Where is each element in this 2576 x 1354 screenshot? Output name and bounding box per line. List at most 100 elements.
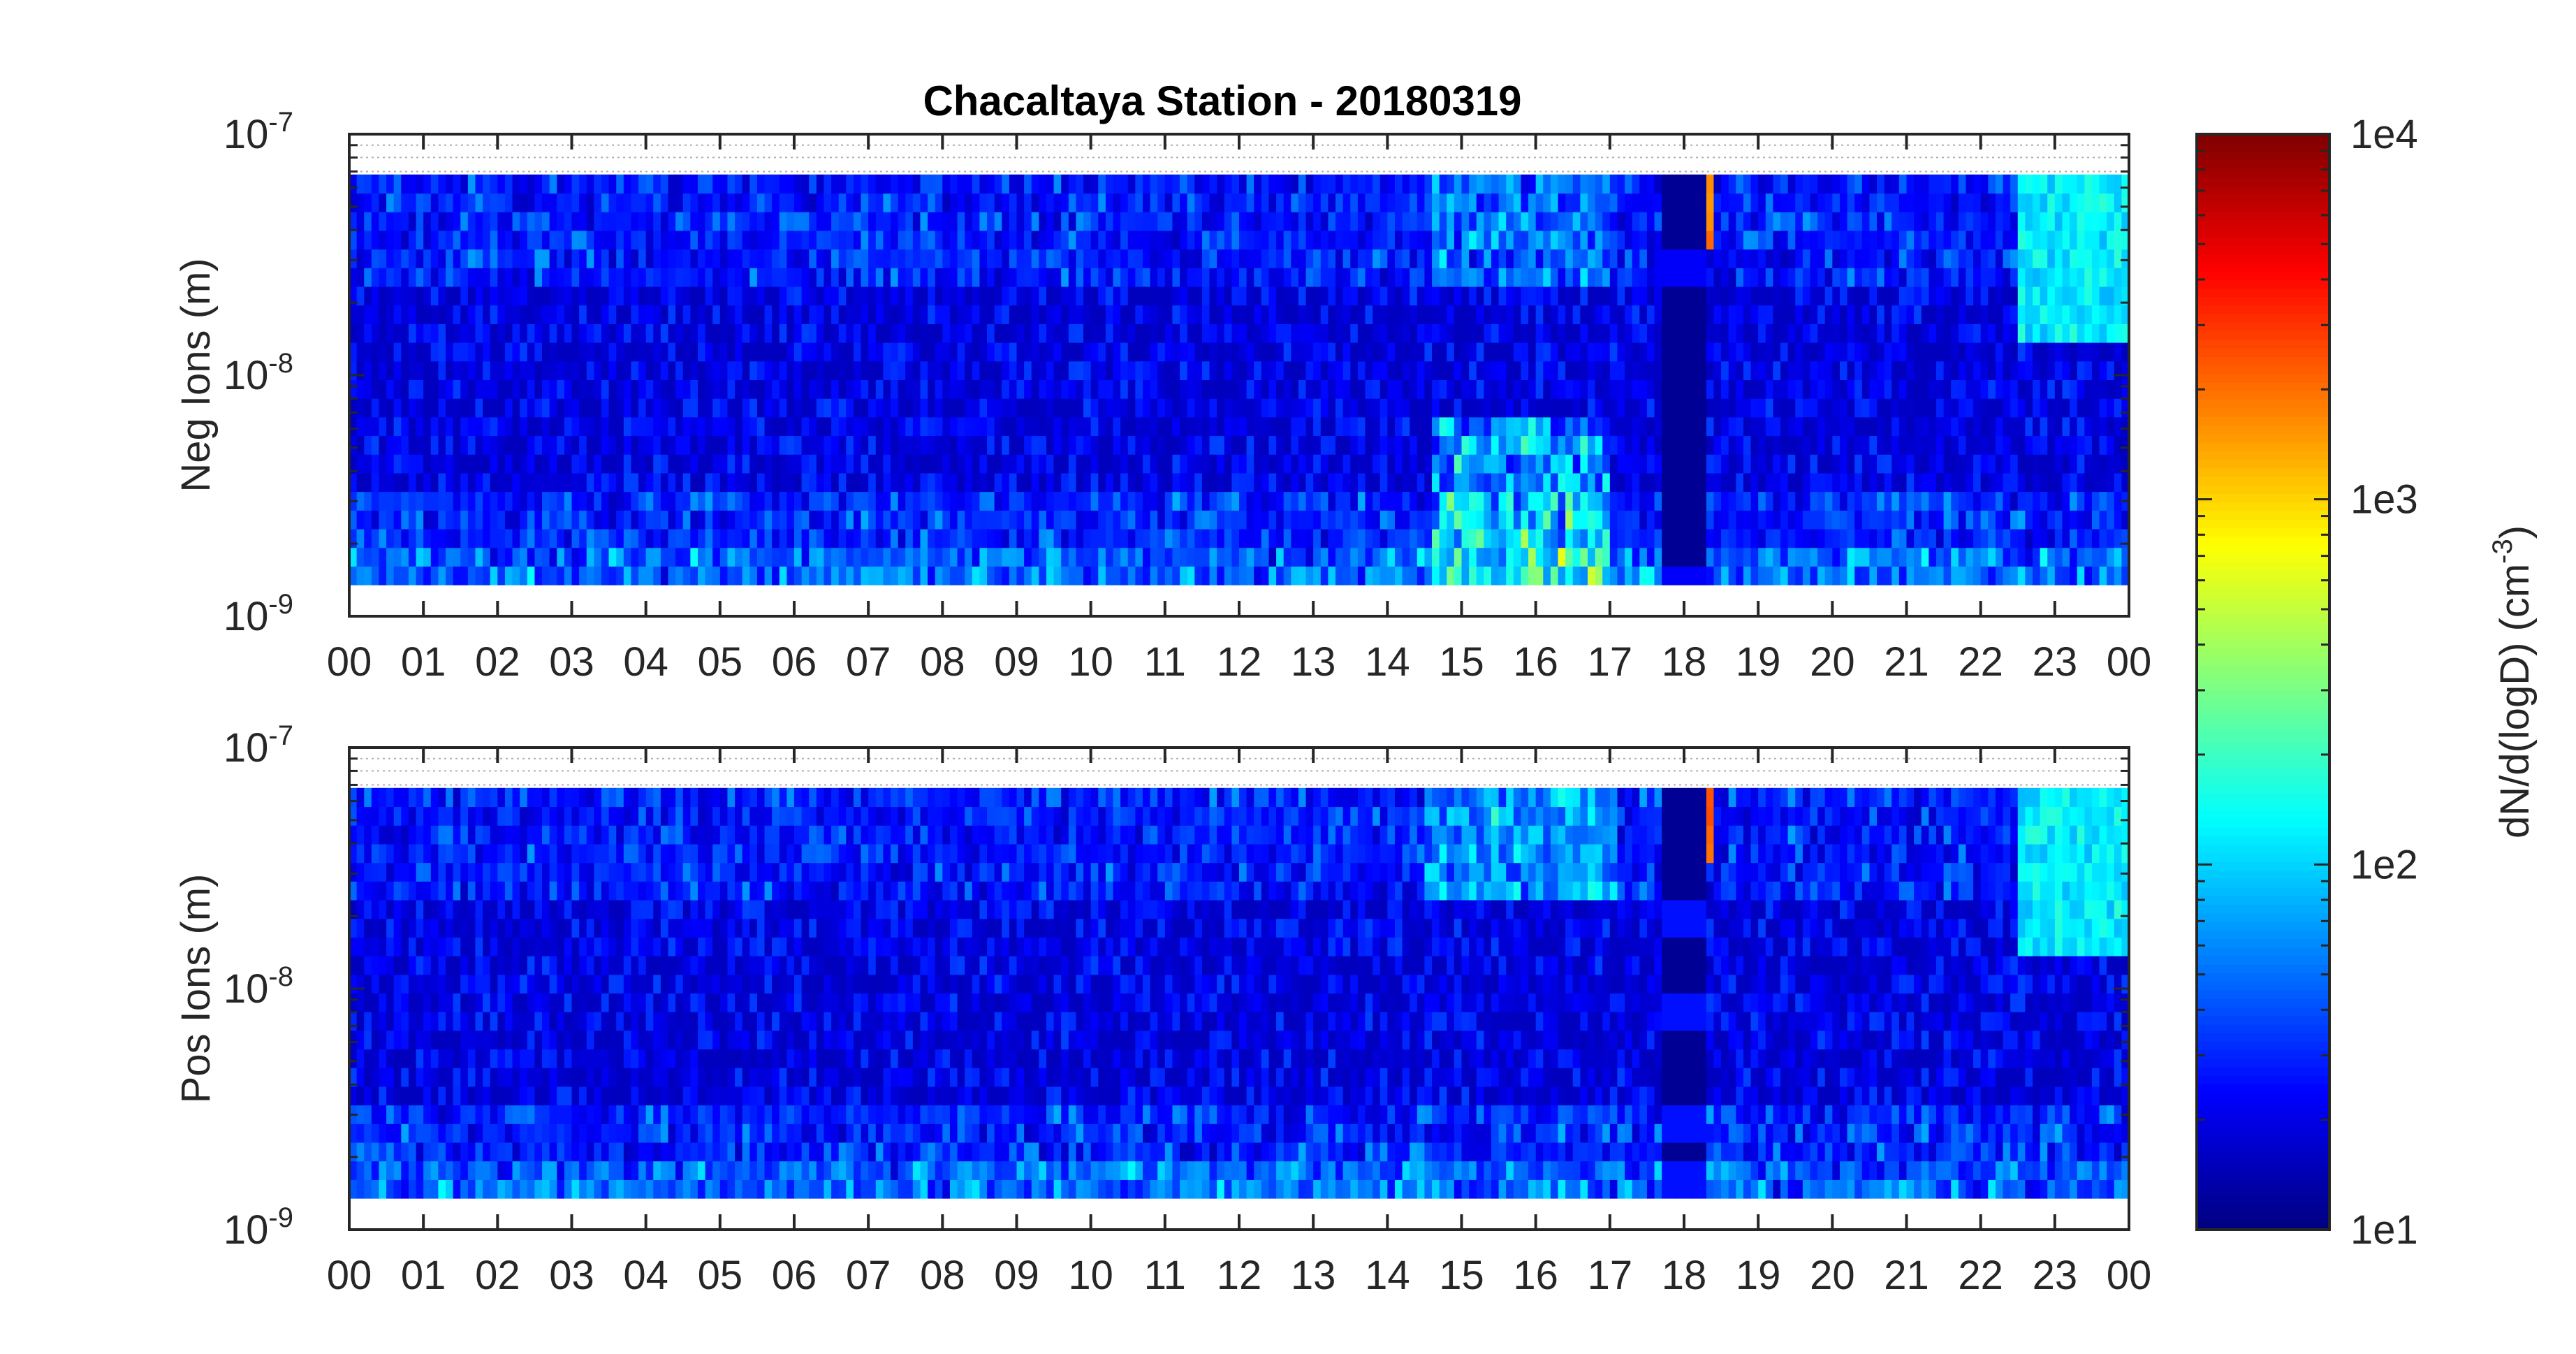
heatmap-cell xyxy=(1127,379,1136,399)
heatmap-cell xyxy=(645,510,654,530)
heatmap-cell xyxy=(1625,174,1633,194)
heatmap-cell xyxy=(616,342,624,362)
heatmap-cell xyxy=(1120,454,1129,474)
heatmap-cell xyxy=(512,528,520,548)
heatmap-cell xyxy=(1839,416,1848,437)
heatmap-cell xyxy=(594,398,602,418)
heatmap-cell xyxy=(1617,305,1625,324)
heatmap-cell xyxy=(831,491,840,511)
heatmap-cell xyxy=(475,361,483,381)
heatmap-cell xyxy=(549,230,557,250)
heatmap-cell xyxy=(379,174,387,194)
heatmap-cell xyxy=(1291,491,1299,511)
heatmap-cell xyxy=(1773,566,1781,585)
heatmap-cell xyxy=(2017,212,2026,231)
heatmap-cell xyxy=(1039,174,1047,194)
heatmap-cell xyxy=(1773,547,1781,567)
heatmap-cell xyxy=(1083,230,1092,250)
heatmap-cell xyxy=(564,249,573,268)
heatmap-cell xyxy=(1558,454,1566,474)
heatmap-cell xyxy=(875,286,884,306)
heatmap-cell xyxy=(1617,547,1625,567)
heatmap-cell xyxy=(1061,323,1069,343)
heatmap-cell xyxy=(608,435,617,455)
heatmap-cell xyxy=(1313,361,1322,381)
heatmap-cell xyxy=(631,566,639,585)
heatmap-cell xyxy=(356,193,365,212)
heatmap-cell xyxy=(601,547,610,567)
heatmap-cell xyxy=(1076,323,1084,343)
heatmap-cell xyxy=(1105,286,1114,306)
heatmap-cell xyxy=(1469,416,1477,437)
heatmap-cell xyxy=(1810,528,1818,548)
heatmap-cell xyxy=(1016,435,1025,455)
heatmap-cell xyxy=(393,491,402,511)
heatmap-cell xyxy=(356,268,365,287)
heatmap-cell xyxy=(779,454,787,474)
heatmap-cell xyxy=(393,379,402,399)
heatmap-cell xyxy=(423,454,432,474)
heatmap-cell xyxy=(645,398,654,418)
heatmap-cell xyxy=(1180,361,1188,381)
heatmap-cell xyxy=(571,510,580,530)
heatmap-cell xyxy=(1454,342,1463,362)
heatmap-cell xyxy=(1009,510,1018,530)
heatmap-cell xyxy=(579,361,587,381)
heatmap-cell xyxy=(1839,528,1848,548)
heatmap-cell xyxy=(1261,323,1270,343)
heatmap-cell xyxy=(1921,416,1929,437)
heatmap-cell xyxy=(631,547,639,567)
heatmap-cell xyxy=(1780,249,1789,268)
heatmap-cell xyxy=(979,379,988,399)
heatmap-cell xyxy=(1380,305,1388,324)
heatmap-cell xyxy=(1328,435,1336,455)
heatmap-cell xyxy=(1817,268,1826,287)
heatmap-cell xyxy=(371,323,380,343)
heatmap-cell xyxy=(1239,361,1247,381)
heatmap-cell xyxy=(1847,193,1855,212)
heatmap-cell xyxy=(1795,212,1803,231)
heatmap-cell xyxy=(1276,230,1285,250)
heatmap-cell xyxy=(1780,286,1789,306)
heatmap-cell xyxy=(1595,305,1603,324)
heatmap-cell xyxy=(364,528,372,548)
heatmap-cell xyxy=(957,472,965,493)
heatmap-cell xyxy=(756,212,766,231)
heatmap-cell xyxy=(423,491,432,511)
heatmap-cell xyxy=(1135,528,1143,548)
heatmap-cell xyxy=(446,435,454,455)
heatmap-cell xyxy=(1832,379,1840,399)
heatmap-cell xyxy=(371,379,380,399)
heatmap-cell xyxy=(1676,435,1685,455)
heatmap-cell xyxy=(712,212,721,231)
heatmap-cell xyxy=(364,249,372,268)
heatmap-cell xyxy=(1328,342,1336,362)
heatmap-cell xyxy=(423,472,432,493)
heatmap-cell xyxy=(1076,472,1084,493)
heatmap-cell xyxy=(1454,398,1463,418)
heatmap-cell xyxy=(756,472,766,493)
heatmap-cell xyxy=(668,286,676,306)
heatmap-cell xyxy=(1061,528,1069,548)
heatmap-cell xyxy=(601,435,610,455)
heatmap-cell xyxy=(883,342,891,362)
heatmap-cell xyxy=(1098,230,1106,250)
heatmap-cell xyxy=(1402,379,1410,399)
heatmap-cell xyxy=(875,361,884,381)
heatmap-cell xyxy=(520,472,528,493)
heatmap-cell xyxy=(875,547,884,567)
heatmap-cell xyxy=(542,528,550,548)
heatmap-cell xyxy=(1498,491,1507,511)
heatmap-cell xyxy=(1743,454,1752,474)
heatmap-cell xyxy=(846,305,854,324)
heatmap-cell xyxy=(430,472,439,493)
heatmap-cell xyxy=(705,416,713,437)
heatmap-cell xyxy=(557,230,565,250)
heatmap-cell xyxy=(1201,230,1210,250)
heatmap-cell xyxy=(542,435,550,455)
heatmap-cell xyxy=(1914,323,1922,343)
heatmap-cell xyxy=(1676,249,1685,268)
heatmap-cell xyxy=(1201,212,1210,231)
heatmap-cell xyxy=(1832,361,1840,381)
heatmap-cell xyxy=(371,230,380,250)
